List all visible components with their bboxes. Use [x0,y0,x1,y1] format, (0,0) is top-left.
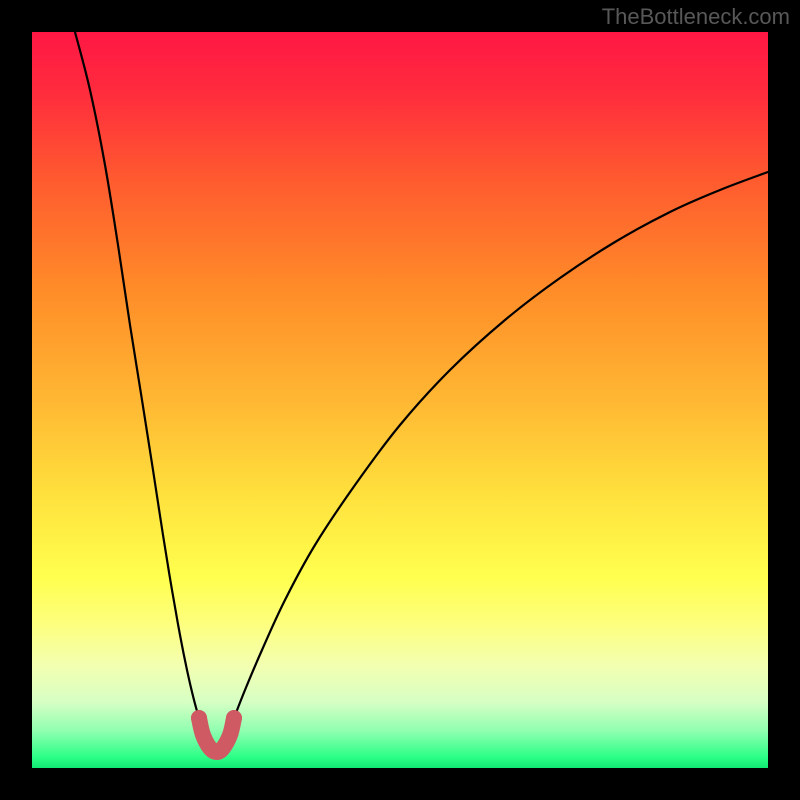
chart-svg [0,0,800,800]
dip-end-right [226,710,242,726]
dip-end-left [191,710,207,726]
chart-stage: TheBottleneck.com [0,0,800,800]
